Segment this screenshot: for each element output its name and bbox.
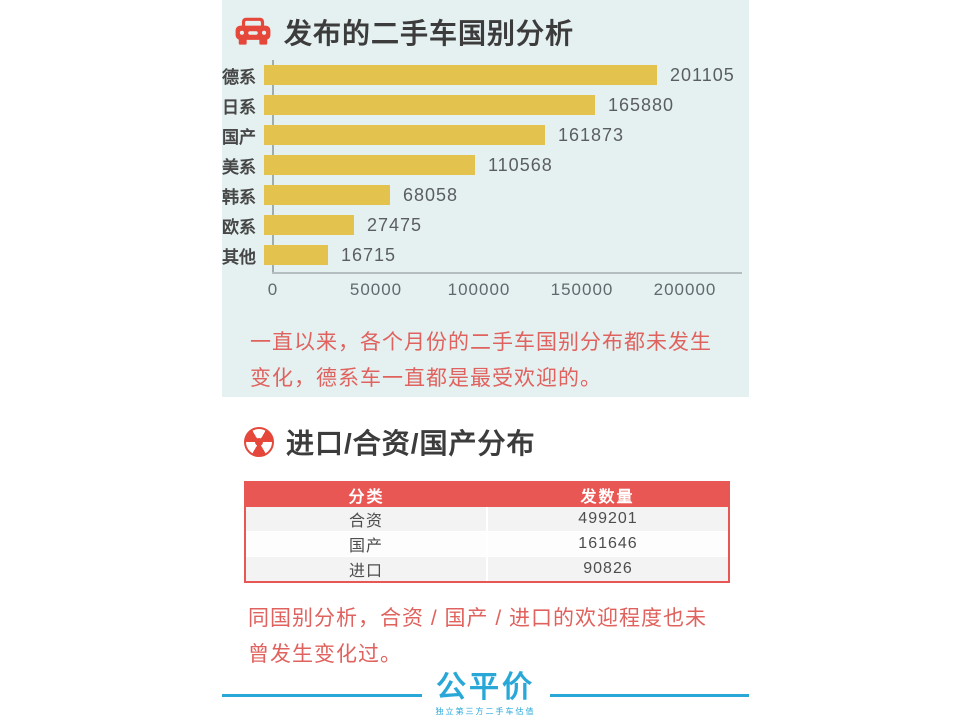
bar-korea <box>264 185 390 205</box>
x-tick: 0 <box>267 280 279 299</box>
section1-header: 发布的二手车国别分析 <box>234 12 574 52</box>
bar-category-label: 欧系 <box>222 217 256 237</box>
bar-other <box>264 245 328 265</box>
bar-value-label: 165880 <box>608 94 675 115</box>
table-row: 国产 161646 <box>246 531 728 557</box>
section2-title: 进口/合资/国产分布 <box>286 428 536 459</box>
col-header-count: 发数量 <box>487 483 728 507</box>
section1-note: 一直以来，各个月份的二手车国别分布都未发生变化，德系车一直都是最受欢迎的。 <box>250 331 712 391</box>
footer-divider-right <box>549 693 749 697</box>
x-axis-ticks: 0 50000 100000 150000 200000 <box>222 280 742 302</box>
cell-category: 国产 <box>246 531 487 557</box>
bar-domestic <box>264 125 545 145</box>
bar-america <box>264 155 475 175</box>
distribution-table: 分类 发数量 合资 499201 国产 161646 进口 90826 <box>244 481 730 583</box>
bar-category-label: 德系 <box>222 67 256 87</box>
bar-value-label: 68058 <box>403 184 459 205</box>
bar-category-label: 其他 <box>222 247 256 267</box>
bar-category-label: 国产 <box>222 127 256 147</box>
bar-row: 日系 165880 <box>222 90 742 120</box>
bar-value-label: 16715 <box>341 244 397 265</box>
bar-row: 国产 161873 <box>222 120 742 150</box>
bar-row: 欧系 27475 <box>222 210 742 240</box>
cell-category: 合资 <box>246 507 487 532</box>
brand-logo: 公平价 独立第三方二手车估值 <box>436 672 536 717</box>
car-icon <box>235 17 271 45</box>
footer: 公平价 独立第三方二手车估值 <box>222 672 749 717</box>
footer-divider-left <box>222 693 422 697</box>
bar-germany <box>264 65 657 85</box>
x-tick: 150000 <box>550 280 614 299</box>
bar-row: 美系 110568 <box>222 150 742 180</box>
section2-note: 同国别分析，合资 / 国产 / 进口的欢迎程度也未曾发生变化过。 <box>248 607 708 667</box>
table-row: 进口 90826 <box>246 556 728 581</box>
bar-row: 其他 16715 <box>222 240 742 270</box>
section1-title: 发布的二手车国别分析 <box>284 18 575 49</box>
country-analysis-panel: 发布的二手车国别分析 德系 201105 日系 165880 国产 161873… <box>222 0 749 397</box>
brand-tagline: 独立第三方二手车估值 <box>435 706 536 716</box>
bar-value-label: 27475 <box>367 214 423 235</box>
cell-count: 499201 <box>486 507 728 532</box>
x-axis-line <box>272 272 742 274</box>
pie-icon <box>244 427 274 457</box>
table-header-row: 分类 发数量 <box>246 483 728 507</box>
bar-value-label: 161873 <box>558 124 625 145</box>
bar-row: 韩系 68058 <box>222 180 742 210</box>
section2-header: 进口/合资/国产分布 <box>244 422 536 462</box>
bar-japan <box>264 95 595 115</box>
bar-europe <box>264 215 354 235</box>
bar-category-label: 日系 <box>222 97 256 117</box>
bar-category-label: 韩系 <box>222 187 256 207</box>
cell-count: 161646 <box>486 531 728 557</box>
bar-row: 德系 201105 <box>222 60 742 90</box>
col-header-category: 分类 <box>246 483 487 507</box>
x-tick: 50000 <box>349 280 403 299</box>
cell-count: 90826 <box>486 556 728 581</box>
country-bar-chart: 德系 201105 日系 165880 国产 161873 美系 110568 … <box>222 60 742 299</box>
bar-value-label: 201105 <box>670 64 735 85</box>
x-tick: 200000 <box>653 280 717 299</box>
table-row: 合资 499201 <box>246 507 728 532</box>
bar-value-label: 110568 <box>488 154 553 175</box>
x-tick: 100000 <box>447 280 511 299</box>
bar-category-label: 美系 <box>222 157 256 177</box>
brand-logo-text: 公平价 <box>436 670 535 705</box>
cell-category: 进口 <box>246 556 487 581</box>
